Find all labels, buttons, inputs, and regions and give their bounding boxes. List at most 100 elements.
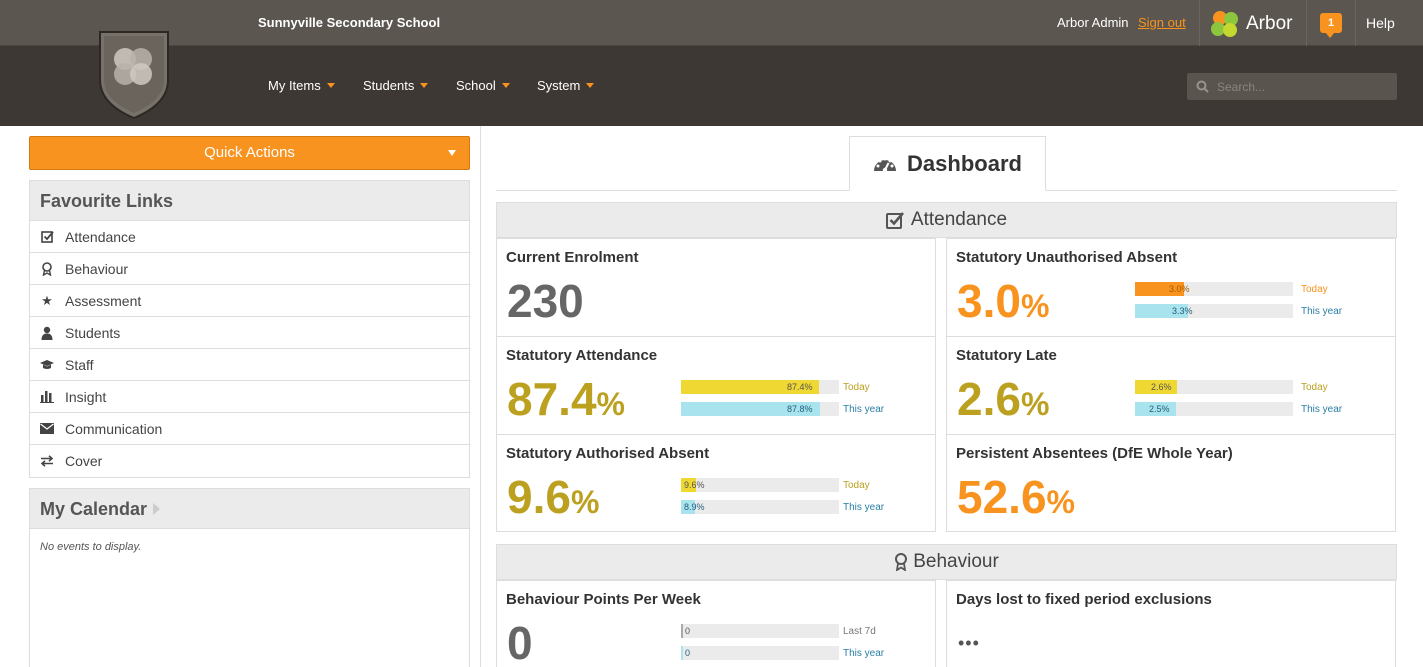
behaviour-points-card[interactable]: Behaviour Points Per Week 0 0 Last 7d 0 … xyxy=(496,580,936,667)
today-label: Today xyxy=(843,382,870,393)
value-number: 0 xyxy=(507,617,533,667)
favourite-link-cover[interactable]: Cover xyxy=(30,445,469,477)
behaviour-section-title: Behaviour xyxy=(913,551,999,572)
year-bar-value: 3.3% xyxy=(1172,306,1193,316)
chevron-right-icon[interactable] xyxy=(153,502,161,515)
menu-my-items[interactable]: My Items xyxy=(268,78,335,93)
value-number: 52.6 xyxy=(957,471,1047,523)
favourite-link-students[interactable]: Students xyxy=(30,317,469,349)
menu-label: School xyxy=(456,78,496,93)
favourite-link-staff[interactable]: Staff xyxy=(30,349,469,381)
value-unit: % xyxy=(570,484,600,520)
this-year-label: This year xyxy=(1301,404,1343,415)
help-link[interactable]: Help xyxy=(1366,15,1395,31)
check-square-icon xyxy=(40,230,54,244)
graduation-cap-icon xyxy=(40,358,54,372)
favourite-link-label: Behaviour xyxy=(65,260,129,277)
search-icon xyxy=(1196,80,1209,93)
behaviour-section-header: Behaviour xyxy=(496,544,1397,580)
favourite-link-attendance[interactable]: Attendance xyxy=(30,221,469,253)
statutory-late-value: 2.6% xyxy=(957,373,1049,430)
header-divider xyxy=(1199,0,1200,46)
favourite-link-label: Cover xyxy=(65,453,103,469)
today-bar: 3.0% xyxy=(1135,282,1293,296)
my-calendar-panel: My Calendar No events to display. xyxy=(29,488,470,667)
today-bar-fill xyxy=(1135,282,1184,296)
value-number: 87.4 xyxy=(507,373,597,425)
value-unit: % xyxy=(596,386,625,422)
header-divider xyxy=(1306,0,1307,46)
this-year-label: This year xyxy=(1301,306,1343,317)
today-bar-fill xyxy=(1135,380,1177,394)
value-number: 230 xyxy=(507,275,584,327)
attendance-section-title: Attendance xyxy=(910,209,1008,230)
award-icon xyxy=(40,261,54,276)
exchange-icon xyxy=(40,454,54,468)
today-bar: 9.6% xyxy=(681,478,839,492)
menu-label: My Items xyxy=(268,78,321,93)
nav-bar xyxy=(0,46,1423,126)
quick-actions-button[interactable]: Quick Actions xyxy=(29,136,470,170)
last-7d-label: Last 7d xyxy=(843,626,876,637)
arbor-logo[interactable]: Arbor xyxy=(1208,7,1292,41)
dashboard-tab-label: Dashboard xyxy=(907,150,1022,176)
persistent-absentees-value: 52.6% xyxy=(957,471,1075,528)
calendar-empty-message: No events to display. xyxy=(40,541,142,553)
favourite-link-insight[interactable]: Insight xyxy=(30,381,469,413)
card-title: Days lost to fixed period exclusions xyxy=(956,591,1212,608)
this-year-label: This year xyxy=(843,648,885,659)
school-crest-icon[interactable] xyxy=(96,26,172,120)
this-year-label: This year xyxy=(843,502,885,513)
favourite-link-label: Students xyxy=(65,324,121,341)
bar-chart-icon xyxy=(40,390,54,404)
card-title: Persistent Absentees (DfE Whole Year) xyxy=(956,445,1233,462)
year-bar: 0 xyxy=(681,646,839,660)
card-title: Statutory Unauthorised Absent xyxy=(956,249,1178,266)
user-name: Arbor Admin xyxy=(1057,15,1129,30)
brand-name: Arbor xyxy=(1246,13,1293,34)
today-bar-value: 2.6% xyxy=(1151,382,1172,392)
quick-actions-label: Quick Actions xyxy=(204,144,295,161)
this-year-label: This year xyxy=(843,404,885,415)
card-title: Statutory Attendance xyxy=(506,347,658,364)
favourite-link-behaviour[interactable]: Behaviour xyxy=(30,253,469,285)
days-lost-card[interactable]: Days lost to fixed period exclusions ••• xyxy=(946,580,1396,667)
tab-dashboard[interactable]: Dashboard xyxy=(849,136,1046,191)
attendance-section-header: Attendance xyxy=(496,202,1397,238)
today-label: Today xyxy=(843,480,870,491)
user-icon xyxy=(40,326,54,340)
today-bar-fill xyxy=(681,380,819,394)
unauthorised-absent-card[interactable]: Statutory Unauthorised Absent 3.0% 3.0% … xyxy=(946,238,1396,337)
statutory-attendance-value: 87.4% xyxy=(507,373,625,430)
favourite-links-panel: Favourite Links Attendance Behaviour ★ A… xyxy=(29,180,470,478)
sign-out-link[interactable]: Sign out xyxy=(1138,15,1186,30)
search-input[interactable] xyxy=(1217,79,1387,94)
award-icon xyxy=(895,553,908,571)
year-bar-fill xyxy=(1135,304,1188,318)
authorised-absent-card[interactable]: Statutory Authorised Absent 9.6% 9.6% To… xyxy=(496,434,936,532)
search-box xyxy=(1187,73,1397,100)
calendar-title[interactable]: My Calendar xyxy=(40,498,148,519)
school-name: Sunnyville Secondary School xyxy=(258,15,441,30)
today-bar: 87.4% xyxy=(681,380,839,394)
favourite-link-assessment[interactable]: ★ Assessment xyxy=(30,285,469,317)
favourite-link-communication[interactable]: Communication xyxy=(30,413,469,445)
notifications-badge[interactable]: 1 xyxy=(1320,13,1342,38)
year-bar-fill xyxy=(681,402,820,416)
card-title: Statutory Authorised Absent xyxy=(506,445,710,462)
header-divider xyxy=(1355,0,1356,46)
caret-down-icon xyxy=(501,83,510,88)
menu-school[interactable]: School xyxy=(456,78,510,93)
statutory-attendance-card[interactable]: Statutory Attendance 87.4% 87.4% Today 8… xyxy=(496,336,936,435)
statutory-late-card[interactable]: Statutory Late 2.6% 2.6% Today 2.5% This… xyxy=(946,336,1396,435)
favourite-link-label: Staff xyxy=(65,356,94,373)
menu-system[interactable]: System xyxy=(537,78,595,93)
year-bar-value: 87.8% xyxy=(787,404,813,414)
current-enrolment-card[interactable]: Current Enrolment 230 xyxy=(496,238,936,337)
menu-students[interactable]: Students xyxy=(363,78,429,93)
behaviour-points-value: 0 xyxy=(507,617,533,667)
favourite-link-label: Attendance xyxy=(65,228,136,245)
persistent-absentees-card[interactable]: Persistent Absentees (DfE Whole Year) 52… xyxy=(946,434,1396,532)
arbor-leaf-icon xyxy=(1211,11,1238,37)
today-bar: 2.6% xyxy=(1135,380,1293,394)
